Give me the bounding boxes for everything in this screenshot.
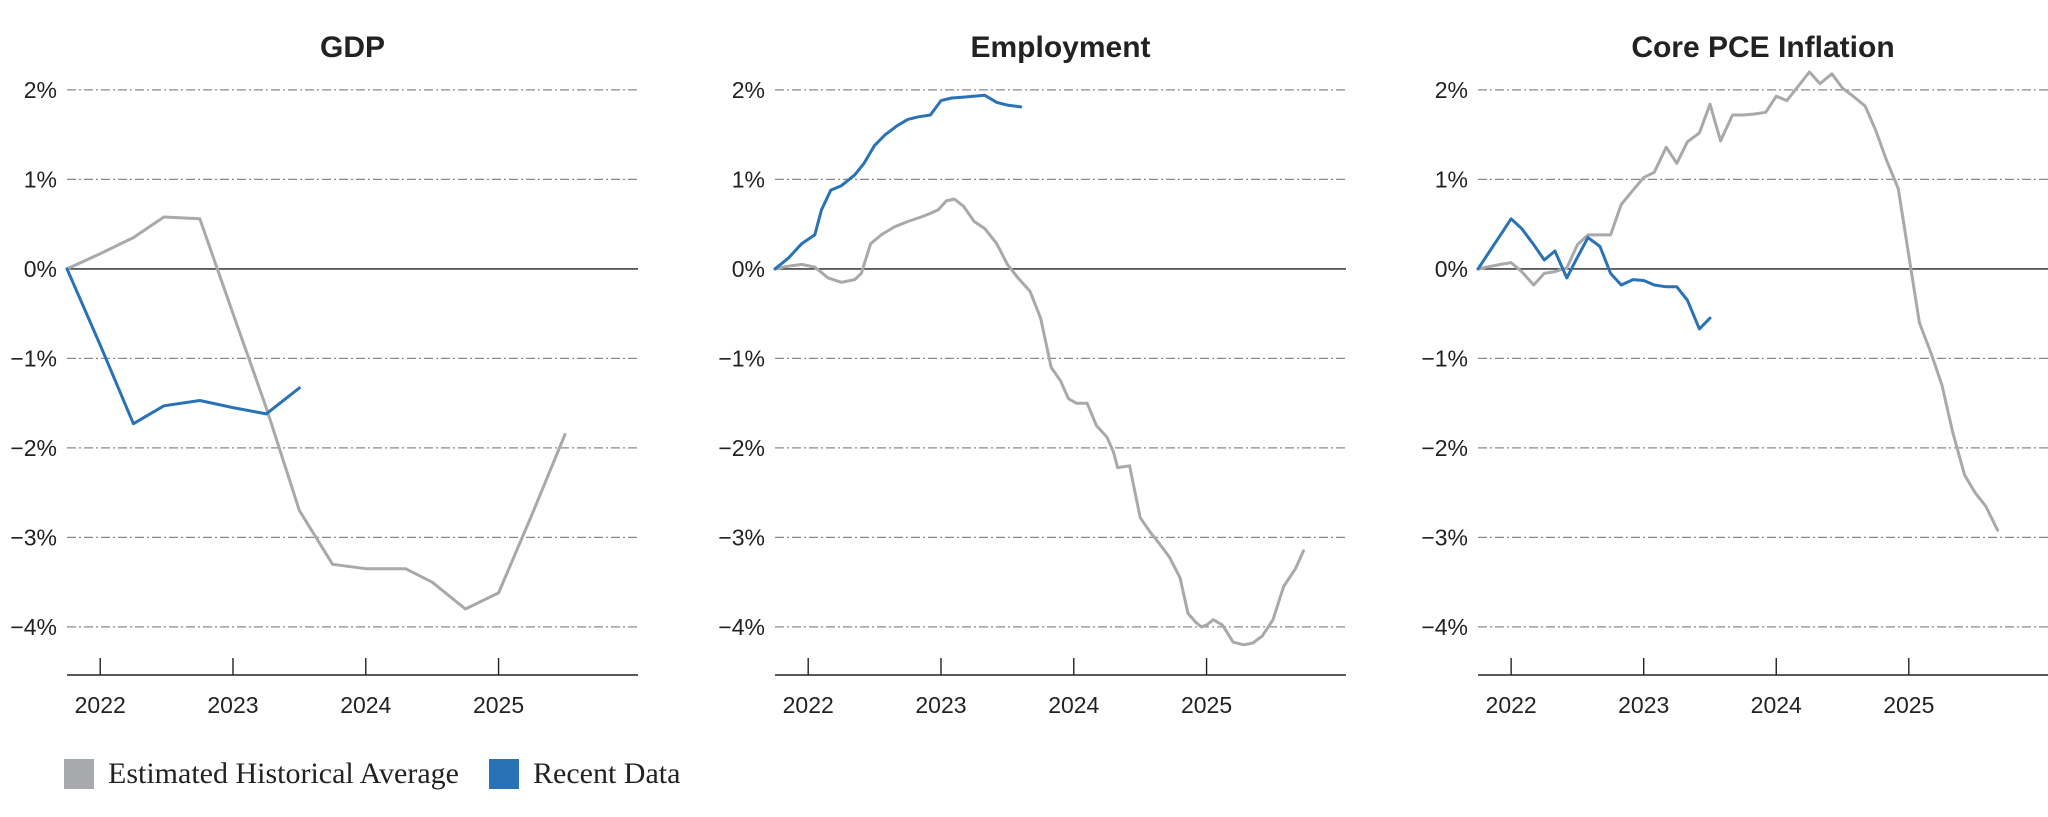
x-tick-label-gdp-2: 2024 [340, 692, 391, 718]
x-tick-label-gdp-3: 2025 [473, 692, 524, 718]
x-tick-label-employment-1: 2023 [915, 692, 966, 718]
y-tick-label-gdp-4: −2% [10, 435, 57, 461]
y-tick-label-employment-5: −3% [718, 524, 765, 550]
legend-item-recent: Recent Data [489, 757, 680, 791]
legend-swatch-historical [64, 759, 94, 789]
y-tick-label-employment-3: −1% [718, 345, 765, 371]
x-tick-label-core-pce-inflation-1: 2023 [1618, 692, 1669, 718]
y-tick-label-core-pce-inflation-5: −3% [1421, 524, 1468, 550]
x-tick-label-gdp-1: 2023 [207, 692, 258, 718]
y-tick-label-core-pce-inflation-0: 2% [1435, 77, 1468, 103]
chart-panel-core-pce-inflation: Core PCE Inflation 2% 1% 0% −1% −2% −3% −4% 2022… [1421, 31, 2048, 718]
series-line-employment-estimated-historical-average [773, 197, 1305, 647]
legend: Estimated Historical Average Recent Data [64, 757, 710, 791]
legend-swatch-recent [489, 759, 519, 789]
x-tick-label-employment-2: 2024 [1048, 692, 1099, 718]
chart-title-gdp: GDP [320, 31, 385, 64]
legend-item-historical: Estimated Historical Average [64, 757, 459, 791]
legend-label-recent: Recent Data [533, 757, 681, 790]
x-tick-label-core-pce-inflation-3: 2025 [1883, 692, 1934, 718]
y-tick-label-employment-6: −4% [718, 614, 765, 640]
series-line-gdp-estimated-historical-average [65, 215, 567, 611]
x-tick-label-employment-0: 2022 [783, 692, 834, 718]
x-tick-label-gdp-0: 2022 [75, 692, 126, 718]
series-line-employment-recent-data [773, 93, 1023, 271]
y-tick-label-employment-0: 2% [732, 77, 765, 103]
x-tick-label-core-pce-inflation-0: 2022 [1486, 692, 1537, 718]
y-tick-label-core-pce-inflation-1: 1% [1435, 166, 1468, 192]
chart-title-employment: Employment [970, 31, 1150, 64]
y-tick-label-core-pce-inflation-3: −1% [1421, 345, 1468, 371]
y-tick-label-gdp-0: 2% [24, 77, 57, 103]
y-tick-label-gdp-2: 0% [24, 256, 57, 282]
y-tick-label-gdp-1: 1% [24, 166, 57, 192]
x-tick-label-employment-3: 2025 [1181, 692, 1232, 718]
chart-panel-gdp: GDP 2% 1% 0% −1% −2% −3% −4% 2022 2023 2024 2025 [10, 31, 638, 718]
y-tick-label-gdp-5: −3% [10, 524, 57, 550]
y-tick-label-core-pce-inflation-6: −4% [1421, 614, 1468, 640]
series-line-core-pce-inflation-estimated-historical-average [1476, 70, 2000, 532]
y-tick-label-employment-2: 0% [732, 256, 765, 282]
chart-panel-employment: Employment 2% 1% 0% −1% −2% −3% −4% 2022 2023 2024… [718, 31, 1346, 718]
y-tick-label-gdp-3: −1% [10, 345, 57, 371]
y-tick-label-gdp-6: −4% [10, 614, 57, 640]
y-tick-label-core-pce-inflation-2: 0% [1435, 256, 1468, 282]
series-line-gdp-recent-data [65, 267, 301, 426]
series-line-core-pce-inflation-recent-data [1476, 217, 1712, 331]
y-tick-label-core-pce-inflation-4: −2% [1421, 435, 1468, 461]
y-tick-label-employment-1: 1% [732, 166, 765, 192]
y-tick-label-employment-4: −2% [718, 435, 765, 461]
chart-title-core-pce-inflation: Core PCE Inflation [1631, 31, 1894, 64]
legend-label-historical: Estimated Historical Average [108, 757, 459, 790]
x-tick-label-core-pce-inflation-2: 2024 [1751, 692, 1802, 718]
